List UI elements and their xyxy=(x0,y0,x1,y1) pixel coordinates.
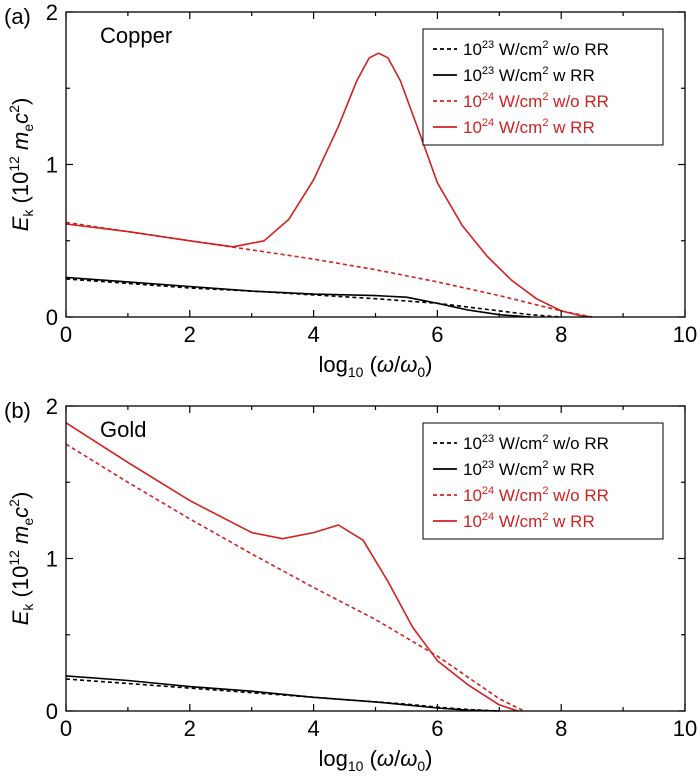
legend-label: 1024 W/cm2 w/o RR xyxy=(463,91,609,111)
y-tick-label: 0 xyxy=(46,699,58,724)
series-line-2 xyxy=(65,443,525,712)
material-annotation: Copper xyxy=(100,23,172,48)
series-line-1 xyxy=(65,675,500,712)
x-tick-label: 8 xyxy=(555,322,567,347)
legend-label: 1024 W/cm2 w RR xyxy=(463,511,595,531)
y-tick-label: 2 xyxy=(46,0,58,25)
x-tick-label: 4 xyxy=(307,716,319,741)
x-axis-label: log10 (ω/ω0) xyxy=(319,352,433,380)
x-tick-label: 0 xyxy=(60,716,72,741)
x-tick-label: 2 xyxy=(184,322,196,347)
x-tick-label: 6 xyxy=(431,716,443,741)
legend-label: 1023 W/cm2 w RR xyxy=(463,65,595,85)
material-annotation: Gold xyxy=(100,417,146,442)
legend-label: 1024 W/cm2 w RR xyxy=(463,117,595,137)
panel-label: (a) xyxy=(4,4,31,29)
x-tick-label: 8 xyxy=(555,716,567,741)
x-tick-label: 10 xyxy=(673,322,697,347)
y-axis-label: Ek (1012 mec2) xyxy=(6,492,36,626)
legend-box xyxy=(422,28,664,146)
y-tick-label: 0 xyxy=(46,305,58,330)
y-tick-label: 1 xyxy=(46,547,58,572)
series-line-1 xyxy=(65,276,531,318)
legend: 1023 W/cm2 w/o RR 1023 W/cm2 w RR 1024 W/c… xyxy=(422,422,664,540)
legend-box xyxy=(422,422,664,540)
series-line-3 xyxy=(65,52,593,318)
legend-label: 1023 W/cm2 w RR xyxy=(463,459,595,479)
legend-label: 1023 W/cm2 w/o RR xyxy=(463,433,609,453)
series-line-2 xyxy=(65,221,593,318)
panel-label: (b) xyxy=(4,398,31,423)
legend: 1023 W/cm2 w/o RR 1023 W/cm2 w RR 1024 W/c… xyxy=(422,28,664,146)
x-tick-label: 6 xyxy=(431,322,443,347)
chart-panel-b: 0 2 4 6 8 10 0 1 2 (b) Gold log10 (ω/ω0) Ek (1012 me… xyxy=(4,394,697,774)
x-tick-label: 0 xyxy=(60,322,72,347)
x-tick-label: 4 xyxy=(307,322,319,347)
series-line-0 xyxy=(65,278,562,318)
x-tick-label: 2 xyxy=(184,716,196,741)
y-tick-label: 1 xyxy=(46,153,58,178)
x-axis-label: log10 (ω/ω0) xyxy=(319,746,433,774)
legend-label: 1024 W/cm2 w/o RR xyxy=(463,485,609,505)
x-tick-label: 10 xyxy=(673,716,697,741)
y-axis-label: Ek (1012 mec2) xyxy=(6,98,36,232)
y-tick-label: 2 xyxy=(46,394,58,419)
chart-panel-a: 0 2 4 6 8 10 0 1 2 (a) Copper log10 (ω/ω0) Ek (1012 … xyxy=(4,0,697,380)
series-line-3 xyxy=(65,422,519,712)
legend-label: 1023 W/cm2 w/o RR xyxy=(463,39,609,59)
